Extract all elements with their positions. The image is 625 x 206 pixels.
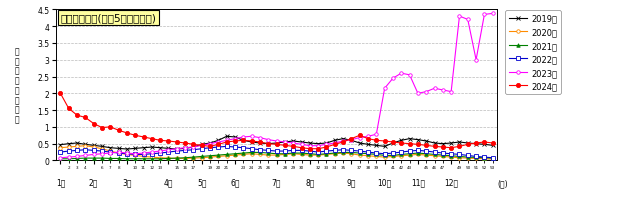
Line: 2024年: 2024年 [58, 92, 495, 151]
2024年 [322, 146, 330, 149]
Line: 2022年: 2022年 [59, 145, 494, 160]
2022年 [489, 157, 496, 159]
Text: 週別発生動向(過去5年との比較): 週別発生動向(過去5年との比較) [61, 13, 156, 23]
2019年 [348, 139, 355, 142]
Line: 2021年: 2021年 [59, 151, 494, 161]
2019年 [57, 144, 64, 146]
2024年 [314, 148, 322, 150]
2019年 [223, 135, 231, 138]
2023年 [439, 89, 447, 92]
2023年 [489, 13, 496, 15]
2021年 [57, 158, 64, 160]
2023年 [314, 145, 322, 147]
2020年 [181, 157, 189, 160]
2020年 [448, 156, 455, 159]
2020年 [339, 152, 347, 154]
2019年 [489, 144, 496, 147]
2022年 [57, 151, 64, 153]
2020年 [82, 145, 89, 147]
2024年 [489, 142, 496, 145]
2021年 [322, 153, 330, 155]
2024年 [448, 147, 455, 149]
2019年 [123, 148, 131, 151]
2020年 [322, 153, 330, 156]
2019年 [181, 147, 189, 150]
2021年 [448, 155, 455, 157]
2020年 [489, 158, 496, 161]
2023年 [331, 142, 339, 145]
2024年 [57, 93, 64, 95]
2021年 [248, 151, 256, 154]
2022年 [314, 151, 322, 153]
Text: (週): (週) [498, 179, 508, 188]
2022年 [173, 150, 181, 153]
2023年 [389, 78, 397, 80]
2022年 [448, 153, 455, 155]
Line: 2019年: 2019年 [58, 135, 495, 151]
2024年 [306, 148, 314, 150]
2019年 [406, 138, 413, 140]
2023年 [306, 145, 314, 147]
2024年 [339, 141, 347, 144]
2022年 [398, 151, 405, 153]
2021年 [314, 153, 322, 156]
Legend: 2019年, 2020年, 2021年, 2022年, 2023年, 2024年: 2019年, 2020年, 2021年, 2022年, 2023年, 2024年 [506, 12, 561, 95]
2019年 [356, 142, 364, 145]
2019年 [331, 139, 339, 142]
2022年 [223, 145, 231, 148]
2020年 [57, 147, 64, 149]
Line: 2020年: 2020年 [59, 144, 494, 161]
2019年 [322, 142, 330, 145]
Text: 定
点
当
た
り
報
告
数: 定 点 当 た り 報 告 数 [14, 47, 19, 124]
2020年 [398, 155, 405, 157]
Line: 2023年: 2023年 [59, 13, 494, 160]
2021年 [489, 157, 496, 160]
2023年 [173, 148, 181, 150]
2023年 [57, 157, 64, 159]
2024年 [398, 142, 405, 145]
2024年 [173, 141, 181, 144]
2021年 [173, 157, 181, 160]
2021年 [339, 151, 347, 154]
2021年 [398, 153, 405, 156]
2022年 [339, 149, 347, 151]
2022年 [322, 150, 330, 153]
2020年 [314, 154, 322, 157]
